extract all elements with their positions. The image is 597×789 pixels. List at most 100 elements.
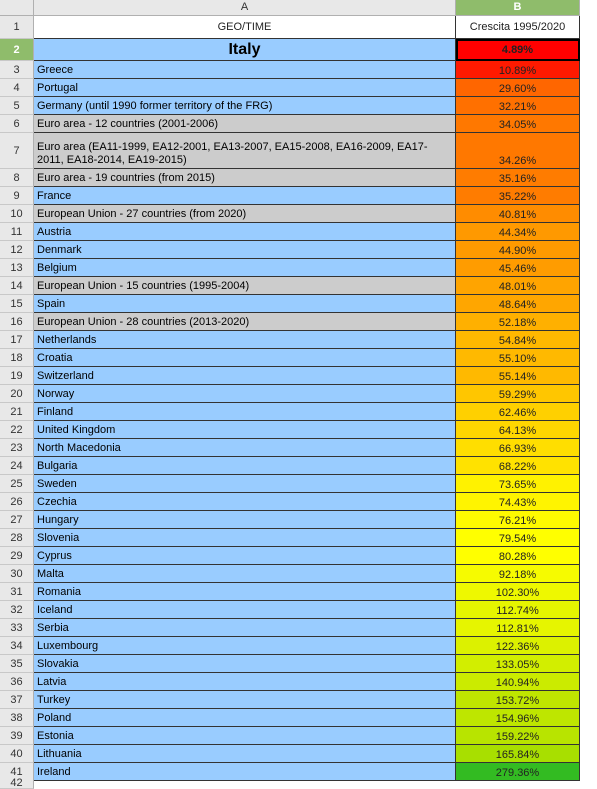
cell-growth-value[interactable]: 62.46% (456, 403, 580, 421)
row-header[interactable]: 27 (0, 511, 34, 529)
row-header[interactable]: 23 (0, 439, 34, 457)
row-header[interactable]: 40 (0, 745, 34, 763)
cell-growth-value[interactable]: 45.46% (456, 259, 580, 277)
cell-growth-value[interactable]: 79.54% (456, 529, 580, 547)
cell-growth-value[interactable]: 48.64% (456, 295, 580, 313)
row-header[interactable]: 18 (0, 349, 34, 367)
cell-growth-value[interactable]: 64.13% (456, 421, 580, 439)
cell-country[interactable]: Turkey (34, 691, 456, 709)
cell-country[interactable]: European Union - 15 countries (1995-2004… (34, 277, 456, 295)
cell-country[interactable]: Norway (34, 385, 456, 403)
cell-growth-value[interactable]: 112.74% (456, 601, 580, 619)
cell-country[interactable]: Slovakia (34, 655, 456, 673)
row-header[interactable]: 38 (0, 709, 34, 727)
cell-growth-value[interactable]: 44.90% (456, 241, 580, 259)
cell-country[interactable]: Romania (34, 583, 456, 601)
column-header-b[interactable]: B (456, 0, 580, 16)
cell-country[interactable]: Germany (until 1990 former territory of … (34, 97, 456, 115)
cell-growth-value[interactable]: 165.84% (456, 745, 580, 763)
cell-growth-value[interactable]: 35.22% (456, 187, 580, 205)
cell-growth-value[interactable]: 29.60% (456, 79, 580, 97)
cell-country[interactable]: Latvia (34, 673, 456, 691)
row-header[interactable]: 19 (0, 367, 34, 385)
cell-country[interactable]: Netherlands (34, 331, 456, 349)
row-header[interactable]: 30 (0, 565, 34, 583)
cell-country[interactable]: Spain (34, 295, 456, 313)
cell-growth-value[interactable]: 92.18% (456, 565, 580, 583)
cell-growth-header[interactable]: Crescita 1995/2020 (456, 16, 580, 39)
cell-growth-value[interactable]: 35.16% (456, 169, 580, 187)
cell-country[interactable]: Denmark (34, 241, 456, 259)
cell-country[interactable]: Bulgaria (34, 457, 456, 475)
cell-growth-value[interactable]: 44.34% (456, 223, 580, 241)
cell-growth-value[interactable]: 133.05% (456, 655, 580, 673)
cell-country[interactable]: Euro area (EA11-1999, EA12-2001, EA13-20… (34, 133, 456, 169)
cell-country[interactable]: Poland (34, 709, 456, 727)
cell-growth-value[interactable]: 59.29% (456, 385, 580, 403)
cell-country[interactable]: Switzerland (34, 367, 456, 385)
cell-country[interactable]: Belgium (34, 259, 456, 277)
cell-growth-value[interactable]: 122.36% (456, 637, 580, 655)
cell-growth-value[interactable]: 10.89% (456, 61, 580, 79)
cell-country[interactable]: Malta (34, 565, 456, 583)
row-header[interactable]: 39 (0, 727, 34, 745)
row-header[interactable]: 13 (0, 259, 34, 277)
cell-growth-value[interactable]: 80.28% (456, 547, 580, 565)
cell-growth-value[interactable]: 48.01% (456, 277, 580, 295)
row-header[interactable]: 36 (0, 673, 34, 691)
row-header[interactable]: 32 (0, 601, 34, 619)
cell-growth-value[interactable]: 102.30% (456, 583, 580, 601)
cell-growth-value[interactable]: 159.22% (456, 727, 580, 745)
row-header[interactable]: 12 (0, 241, 34, 259)
row-header[interactable]: 7 (0, 133, 34, 169)
row-header[interactable]: 5 (0, 97, 34, 115)
cell-growth-value[interactable]: 140.94% (456, 673, 580, 691)
row-header[interactable]: 15 (0, 295, 34, 313)
cell-country[interactable]: Lithuania (34, 745, 456, 763)
row-header[interactable]: 4 (0, 79, 34, 97)
cell-growth-value[interactable]: 55.14% (456, 367, 580, 385)
cell-growth-value[interactable]: 68.22% (456, 457, 580, 475)
row-header[interactable]: 11 (0, 223, 34, 241)
cell-growth-value[interactable]: 73.65% (456, 475, 580, 493)
row-header[interactable]: 14 (0, 277, 34, 295)
cell-title-value[interactable]: 4.89% (456, 39, 580, 61)
cell-growth-value[interactable]: 34.26% (456, 133, 580, 169)
row-header[interactable]: 9 (0, 187, 34, 205)
cell-geo-time-header[interactable]: GEO/TIME (34, 16, 456, 39)
cell-growth-value[interactable]: 112.81% (456, 619, 580, 637)
cell-country[interactable]: Portugal (34, 79, 456, 97)
cell-growth-value[interactable]: 154.96% (456, 709, 580, 727)
row-header[interactable]: 10 (0, 205, 34, 223)
cell-growth-value[interactable]: 55.10% (456, 349, 580, 367)
row-header[interactable]: 20 (0, 385, 34, 403)
row-header[interactable]: 8 (0, 169, 34, 187)
row-header[interactable]: 24 (0, 457, 34, 475)
cell-country[interactable]: Finland (34, 403, 456, 421)
row-header[interactable]: 25 (0, 475, 34, 493)
cell-growth-value[interactable]: 66.93% (456, 439, 580, 457)
cell-country[interactable]: Euro area - 19 countries (from 2015) (34, 169, 456, 187)
row-header[interactable]: 16 (0, 313, 34, 331)
cell-country[interactable]: Luxembourg (34, 637, 456, 655)
cell-country[interactable]: United Kingdom (34, 421, 456, 439)
row-header[interactable]: 28 (0, 529, 34, 547)
row-header[interactable]: 2 (0, 39, 34, 61)
cell-country[interactable]: Austria (34, 223, 456, 241)
cell-country[interactable]: North Macedonia (34, 439, 456, 457)
cell-country[interactable]: Estonia (34, 727, 456, 745)
row-header[interactable]: 3 (0, 61, 34, 79)
cell-country[interactable]: Hungary (34, 511, 456, 529)
row-header[interactable]: 31 (0, 583, 34, 601)
cell-country[interactable]: Greece (34, 61, 456, 79)
cell-country[interactable]: Serbia (34, 619, 456, 637)
cell-country[interactable]: Cyprus (34, 547, 456, 565)
cell-growth-value[interactable]: 74.43% (456, 493, 580, 511)
cell-country[interactable]: Iceland (34, 601, 456, 619)
cell-growth-value[interactable]: 32.21% (456, 97, 580, 115)
row-header[interactable]: 29 (0, 547, 34, 565)
cell-country[interactable]: Czechia (34, 493, 456, 511)
row-header[interactable]: 37 (0, 691, 34, 709)
row-header[interactable]: 33 (0, 619, 34, 637)
cell-growth-value[interactable]: 54.84% (456, 331, 580, 349)
